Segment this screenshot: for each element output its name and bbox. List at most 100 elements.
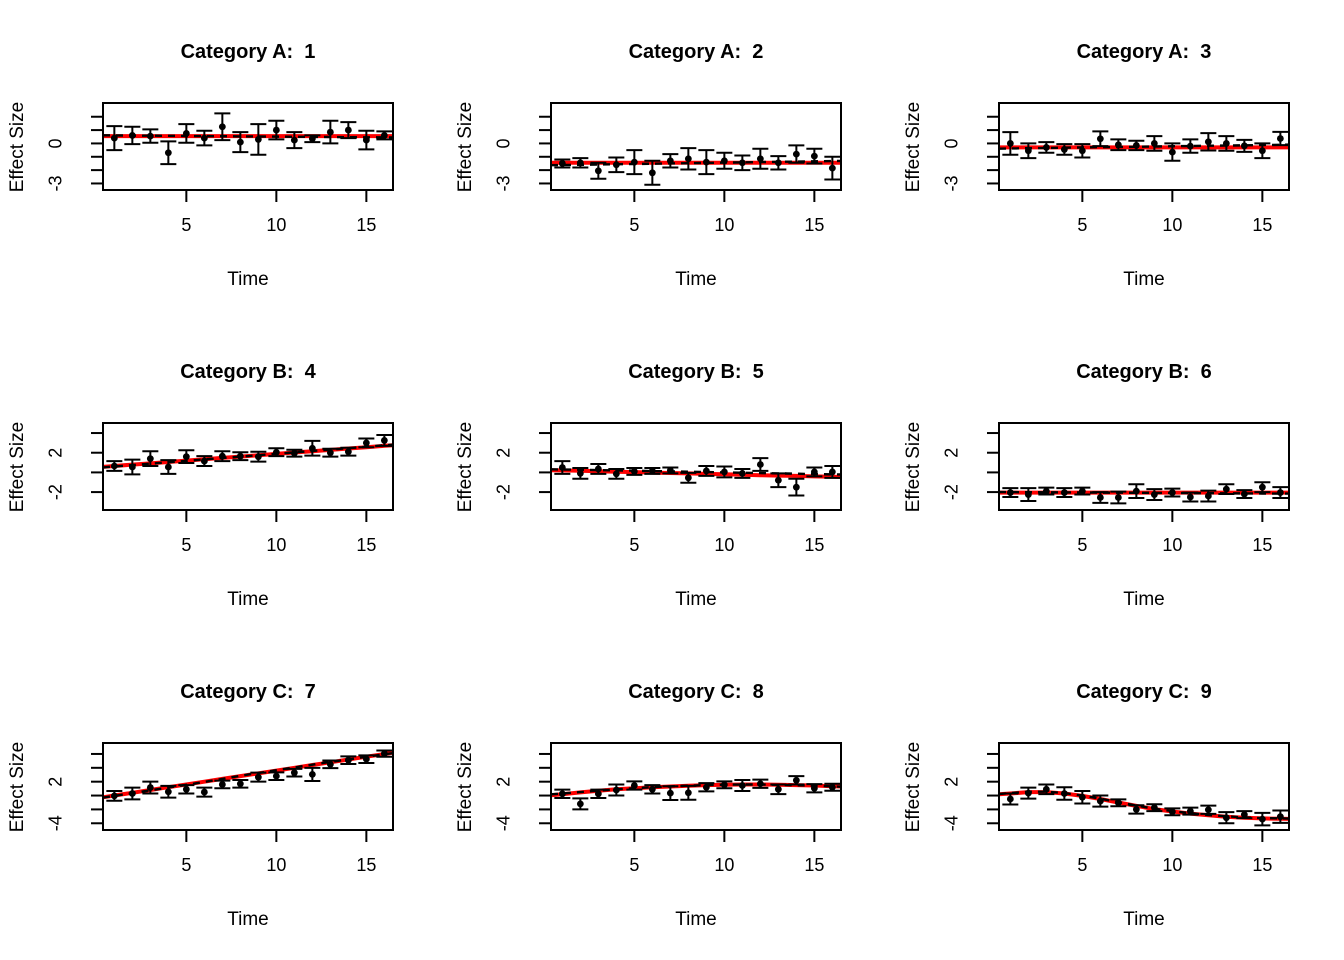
data-point	[720, 157, 728, 165]
data-point	[146, 455, 154, 463]
x-tick-label: 5	[1077, 535, 1087, 555]
x-tick-label: 10	[266, 215, 286, 235]
plot-box	[550, 102, 842, 191]
data-point	[738, 159, 746, 167]
data-point	[110, 462, 118, 470]
plot-canvas: 2 -4 5 10 15	[46, 742, 394, 875]
data-point	[1240, 811, 1248, 819]
data-point	[1114, 799, 1122, 807]
data-point	[828, 164, 836, 172]
data-point	[272, 772, 280, 780]
x-tick-label: 15	[804, 215, 824, 235]
data-point	[774, 159, 782, 167]
data-point	[1186, 142, 1194, 150]
panel-category-a-3: 0 -3 5 10 15 Category A: 3 Effect Size Time	[896, 0, 1344, 320]
data-point	[1204, 492, 1212, 500]
data-point	[1132, 487, 1140, 495]
plot-box	[102, 102, 394, 191]
data-point	[254, 773, 262, 781]
data-point	[1006, 489, 1014, 496]
data-point	[558, 160, 566, 167]
data-point	[1024, 147, 1032, 155]
panel-title: Category A: 1	[180, 41, 316, 63]
y-axis-label: Effect Size	[455, 101, 476, 193]
x-axis-label: Time	[675, 269, 717, 290]
panel-category-c-7: 2 -4 5 10 15 Category C: 7 Effect Size Time	[0, 640, 448, 960]
plot-canvas: 2 -4 5 10 15	[494, 742, 842, 875]
x-axis-label: Time	[1123, 909, 1165, 930]
plot-box	[998, 422, 1290, 511]
data-point	[1042, 785, 1050, 793]
data-point	[648, 169, 656, 177]
y-axis-label: Effect Size	[455, 741, 476, 833]
data-point	[594, 790, 602, 798]
data-point	[146, 132, 154, 140]
data-point	[1150, 804, 1158, 812]
data-point	[1276, 135, 1284, 142]
data-point	[290, 136, 298, 144]
x-tick-label: 10	[266, 855, 286, 875]
data-point	[1186, 493, 1194, 501]
data-point	[684, 155, 692, 163]
data-point	[1114, 494, 1122, 501]
data-point	[1096, 797, 1104, 805]
data-point	[344, 126, 352, 134]
data-point	[200, 134, 208, 142]
data-point	[128, 790, 136, 797]
data-point	[720, 468, 728, 476]
x-tick-label: 15	[356, 535, 376, 555]
data-point	[1168, 489, 1176, 496]
data-point	[1096, 135, 1104, 143]
data-point	[362, 755, 370, 763]
data-point	[236, 452, 244, 460]
data-point	[380, 132, 388, 139]
data-point	[1150, 140, 1158, 147]
y-tick-label: -4	[46, 815, 66, 831]
data-point	[290, 769, 298, 777]
data-point	[164, 788, 172, 796]
data-point	[1258, 147, 1266, 155]
data-point	[182, 785, 190, 793]
panel-title: Category B: 4	[180, 361, 316, 383]
y-axis-label: Effect Size	[7, 101, 28, 193]
panel-title: Category C: 9	[1076, 681, 1212, 703]
y-tick-label: -3	[942, 175, 962, 191]
data-point	[612, 470, 620, 478]
plot-canvas: 2 -2 5 10 15	[942, 422, 1290, 555]
data-point	[1258, 815, 1266, 823]
data-point	[1132, 806, 1140, 813]
plot-box	[998, 102, 1290, 191]
data-point	[1024, 789, 1032, 797]
panel-title: Category B: 5	[628, 361, 764, 383]
data-point	[594, 465, 602, 473]
data-point	[164, 463, 172, 471]
data-point	[308, 771, 316, 778]
data-point	[738, 782, 746, 789]
data-point	[702, 158, 710, 166]
plot-canvas: 0 -3 5 10 15	[942, 102, 1290, 235]
data-point	[576, 469, 584, 477]
panel-category-c-8: 2 -4 5 10 15 Category C: 8 Effect Size Time	[448, 640, 896, 960]
data-point	[810, 784, 818, 792]
y-tick-label: -2	[942, 484, 962, 500]
x-axis-label: Time	[675, 909, 717, 930]
y-tick-label: -4	[494, 815, 514, 831]
data-point	[146, 784, 154, 791]
data-point	[1222, 814, 1230, 822]
panel-title: Category A: 2	[628, 41, 764, 63]
data-point	[630, 782, 638, 789]
data-point	[1042, 144, 1050, 151]
x-tick-label: 15	[1252, 535, 1272, 555]
y-tick-label: -4	[942, 815, 962, 831]
x-axis-label: Time	[1123, 589, 1165, 610]
plot-box	[102, 422, 394, 511]
data-point	[128, 463, 136, 471]
panel-title: Category C: 7	[180, 681, 316, 703]
data-point	[218, 123, 226, 131]
data-point	[1078, 793, 1086, 801]
x-tick-label: 10	[266, 535, 286, 555]
data-point	[1204, 806, 1212, 814]
data-point	[756, 155, 764, 163]
x-tick-label: 10	[1162, 855, 1182, 875]
